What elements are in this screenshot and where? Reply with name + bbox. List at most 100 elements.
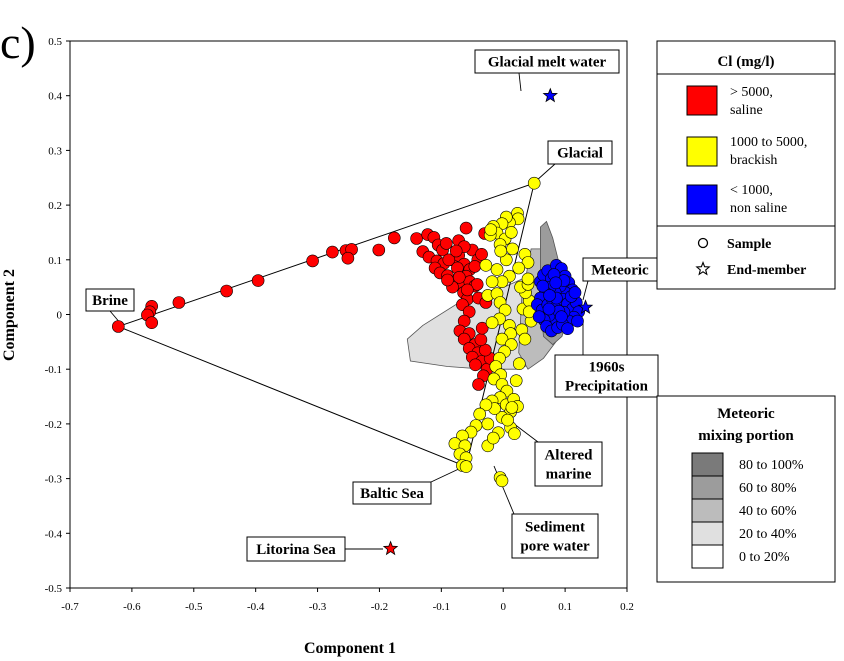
sample-point-s1-19	[485, 275, 499, 289]
sample-point-s2-46	[571, 314, 584, 328]
annotation-text-altered-marine: Altered	[544, 448, 593, 464]
sample-point-s0-13	[387, 231, 401, 245]
sample-point-s0-3	[145, 316, 158, 330]
annotation-text-1960s-precipitation: Precipitation	[565, 379, 649, 395]
y-tick-label: -0.2	[45, 419, 62, 431]
annotation-text-altered-marine: marine	[546, 467, 592, 483]
x-axis-label: Component 1	[304, 640, 396, 657]
legend-swatch-saline	[686, 85, 718, 116]
sample-point-s1-10	[506, 242, 519, 256]
end-member-star-glacial-melt-water	[542, 87, 558, 103]
axis-ticks: -0.7 -0.6 -0.5 -0.4 -0.3 -0.2 -0.1 0 0.1 0.2 -0.5 -…	[45, 36, 634, 613]
legend-end-member-star-icon	[695, 260, 711, 276]
sample-point-s0-31	[442, 253, 456, 267]
annotation-box-litorina-sea	[246, 536, 346, 562]
sample-point-s1-17	[490, 263, 504, 276]
sample-point-s1-50	[479, 398, 493, 412]
sample-point-s2-44	[536, 279, 550, 293]
x-tick-label: -0.1	[433, 601, 450, 613]
sample-point-s1-64	[501, 413, 514, 427]
sample-point-s1-35	[495, 332, 509, 346]
legend-label-brackish-1: 1000 to 5000,	[730, 135, 807, 150]
plot-area: -0.7 -0.6 -0.5 -0.4 -0.3 -0.2 -0.1 0 0.1 0.2 -0.5 -…	[45, 36, 659, 613]
legend-mixing-label: 20 to 40%	[739, 527, 797, 542]
x-tick-label: -0.6	[123, 601, 141, 613]
legend-mixing: Meteoric mixing portion 80 to 100% 60 to …	[656, 395, 836, 583]
sample-point-s1-18	[479, 258, 493, 272]
annotation-box-glacial-melt-water	[474, 49, 620, 74]
sample-point-s1-25	[485, 316, 499, 330]
legend-mixing-label: 0 to 20%	[739, 550, 790, 565]
legend-mixing-label: 60 to 80%	[739, 481, 797, 496]
sample-point-s0-5	[220, 284, 233, 298]
sample-point-s1-79	[504, 226, 518, 239]
x-tick-label: -0.4	[247, 601, 265, 613]
end-member-star-meteoric	[577, 299, 594, 315]
annotation-text-sediment-pore-water: pore water	[520, 539, 590, 555]
x-tick-label: -0.3	[309, 601, 327, 613]
panel-label: c)	[0, 17, 36, 68]
sample-point-s0-69	[470, 278, 484, 291]
legend-mixing-title-1: Meteoric	[717, 406, 775, 422]
legend-cl-title: Cl (mg/l)	[717, 54, 774, 70]
end-member-point-glacial	[527, 176, 541, 190]
sample-point-s1-75	[521, 272, 535, 286]
sample-point-s0-63	[474, 333, 488, 347]
legend-mixing-swatch	[691, 498, 724, 523]
sample-point-s1-12	[521, 256, 535, 269]
annotation-box-baltic-sea	[352, 481, 432, 505]
end-member-markers	[112, 87, 594, 556]
x-tick-label: 0	[500, 601, 506, 613]
sample-point-s1-13	[512, 261, 526, 275]
y-tick-label: 0	[57, 310, 63, 322]
sample-point-s1-51	[473, 407, 487, 421]
legend-label-brackish-2: brackish	[730, 153, 777, 168]
sample-point-s1-66	[486, 431, 500, 445]
sample-point-s2-43	[542, 302, 556, 316]
sample-point-s0-8	[326, 245, 339, 259]
sample-point-s1-71	[505, 401, 519, 414]
annotation-box-1960s-precipitation	[554, 354, 659, 398]
legend-end-member-label: End-member	[727, 263, 806, 278]
annotation-box-brine	[85, 288, 135, 312]
sample-point-s2-32	[532, 310, 546, 324]
sample-point-s1-72	[509, 374, 523, 388]
annotation-text-litorina-sea: Litorina Sea	[256, 542, 336, 558]
sample-point-s0-70	[452, 270, 466, 284]
y-axis-label: Component 2	[1, 269, 18, 361]
legend-label-non-saline-1: < 1000,	[730, 183, 773, 198]
sample-point-s0-4	[172, 296, 186, 309]
x-tick-label: -0.2	[371, 601, 388, 613]
legend-mixing-label: 40 to 60%	[739, 504, 797, 519]
legend-mixing-frame	[656, 395, 836, 583]
sample-point-s1-74	[518, 332, 532, 346]
y-tick-label: 0.4	[48, 91, 62, 103]
sample-point-s0-35	[439, 237, 453, 250]
y-tick-label: -0.5	[45, 583, 63, 595]
sample-point-s1-77	[494, 244, 508, 258]
legend-label-saline-1: > 5000,	[730, 85, 773, 100]
sample-point-s2-37	[561, 322, 574, 336]
sample-point-s0-39	[449, 244, 463, 258]
annotation-text-glacial: Glacial	[557, 146, 603, 162]
legend-mixing-label: 80 to 100%	[739, 458, 804, 473]
legend-label-non-saline-2: non saline	[730, 201, 787, 216]
annotation-box-glacial	[547, 140, 613, 165]
legend-mixing-title-2: mixing portion	[698, 428, 794, 444]
sample-point-s0-74	[475, 321, 489, 335]
legend-sample-label: Sample	[727, 237, 771, 252]
sample-point-s0-66	[475, 248, 488, 261]
y-tick-label: -0.3	[45, 474, 63, 486]
sample-point-s0-60	[472, 378, 485, 391]
annotation-text-sediment-pore-water: Sediment	[525, 520, 585, 536]
sample-point-s0-11	[341, 251, 355, 265]
sample-points	[141, 207, 586, 488]
sample-point-s0-41	[468, 260, 482, 273]
sample-point-s1-52	[481, 417, 495, 431]
annotation-text-baltic-sea: Baltic Sea	[360, 486, 424, 502]
sample-point-s0-73	[460, 283, 474, 297]
sample-point-s0-57	[469, 358, 482, 372]
sample-point-s1-78	[484, 223, 498, 236]
end-member-star-litorina-sea	[382, 540, 399, 556]
